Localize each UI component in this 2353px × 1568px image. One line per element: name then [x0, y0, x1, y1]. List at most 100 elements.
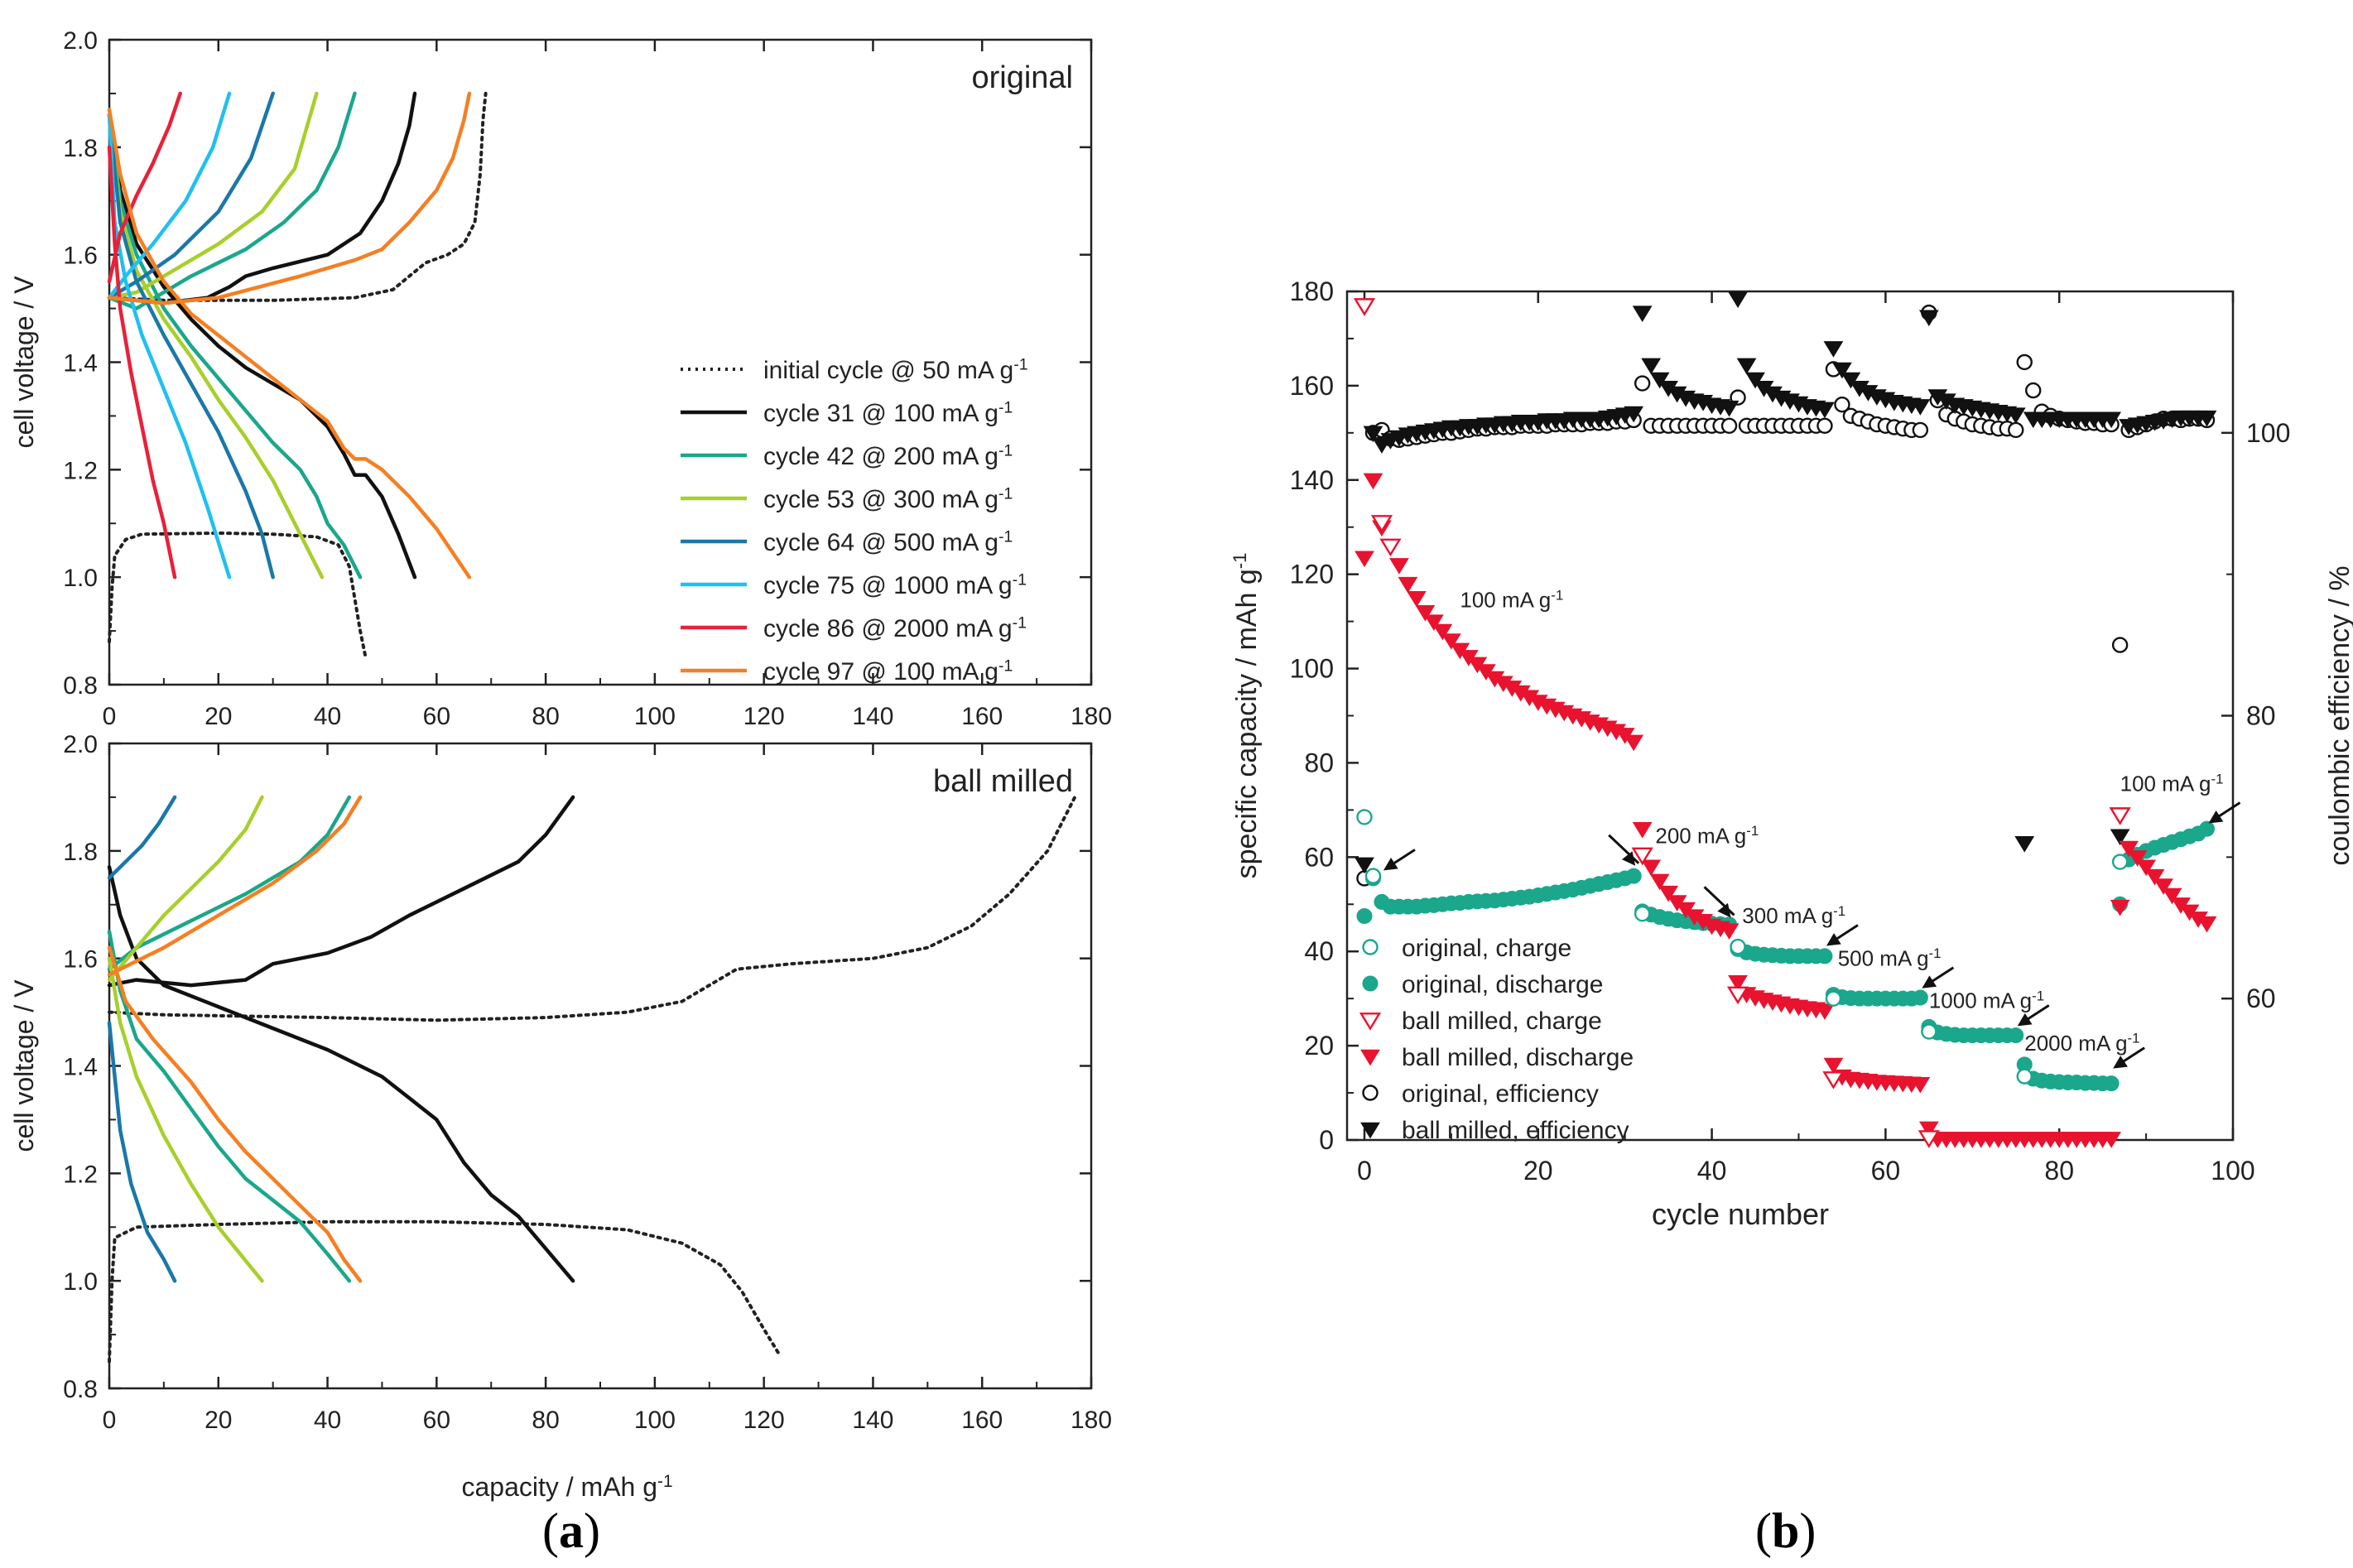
arrow-head: [2017, 1012, 2033, 1027]
x-tick-label: 60: [1871, 1156, 1901, 1186]
curve-c53-discharge: [107, 956, 264, 1283]
curve-c86-charge: [107, 91, 182, 284]
y-tick-label: 100: [1290, 654, 1334, 684]
data-point: [1730, 938, 1746, 955]
plot-frame: [108, 742, 1093, 1390]
data-point: [1728, 975, 1748, 992]
y-tick-label: 1.8: [63, 135, 98, 162]
series-ball-milled-discharge: [1355, 473, 2217, 1148]
data-point: [1370, 515, 1393, 533]
arrow: [2017, 1004, 2050, 1027]
series-original-charge: [1356, 809, 2129, 1085]
data-point: [1649, 372, 1670, 389]
data-point: [2110, 829, 2130, 846]
data-point: [1832, 362, 1852, 379]
x-tick-label: 140: [852, 1407, 893, 1434]
data-point: [1389, 558, 1409, 575]
y2-tick-label: 100: [2246, 418, 2290, 448]
legend-label-c53: cycle 53 @ 300 mA g-1: [763, 485, 1013, 514]
legend-label-c86: cycle 86 @ 2000 mA g-1: [763, 614, 1027, 643]
curve-c31-discharge: [107, 865, 575, 1283]
curve-initial-charge: [108, 795, 1077, 1022]
data-point: [2199, 820, 2216, 837]
legend-label: original, discharge: [1402, 971, 1603, 998]
data-point: [2008, 421, 2024, 439]
data-point: [1363, 473, 1383, 490]
x-tick-label: 100: [634, 703, 676, 730]
data-point: [1816, 948, 1833, 964]
legend: initial cycle @ 50 mA g-1 cycle 31 @ 100 …: [681, 356, 1028, 685]
arrow: [2208, 801, 2241, 824]
legend-marker: [1362, 975, 1379, 992]
x-tick-label: 100: [2211, 1156, 2254, 1186]
x-tick-label: 80: [532, 703, 559, 730]
legend-label-c75: cycle 75 @ 1000 mA g-1: [763, 571, 1027, 600]
arrow-head: [1826, 933, 1841, 946]
data-point: [1649, 873, 1670, 891]
y-tick-label: 1.6: [63, 243, 98, 270]
data-point: [1424, 614, 1444, 632]
legend-label: original, charge: [1402, 935, 1571, 962]
x-tick-label: 20: [1523, 1156, 1553, 1186]
x-tick-label: 140: [852, 703, 893, 730]
curve-c97-discharge: [107, 108, 472, 580]
data-point: [1910, 399, 1931, 416]
y-tick-label: 0.8: [63, 672, 98, 700]
data-point: [1624, 734, 1644, 752]
data-point: [1719, 400, 1739, 417]
data-point: [1624, 406, 1644, 423]
y-tick-label: 1.4: [63, 1054, 98, 1081]
y-tick-label: 140: [1290, 465, 1334, 495]
data-point: [1441, 633, 1461, 650]
data-point: [1432, 623, 1453, 641]
arrow: [1608, 834, 1640, 866]
data-point: [1641, 859, 1662, 877]
x-tick-label: 40: [314, 703, 341, 730]
data-point: [2016, 354, 2033, 371]
data-point: [1379, 538, 1402, 557]
curve-c75-discharge: [107, 113, 232, 580]
y-axis-label: specific capacity / mAh g-1: [1229, 553, 1263, 879]
data-point: [1815, 402, 1835, 419]
y-tick-label: 1.0: [63, 565, 98, 592]
data-point: [1822, 1071, 1845, 1089]
caption-b: (b): [1755, 1503, 1816, 1558]
x-tick-label: 180: [1071, 1407, 1112, 1434]
legend-label-c64: cycle 64 @ 500 mA g-1: [763, 528, 1013, 557]
data-point: [1912, 421, 1929, 439]
data-point: [1910, 1077, 1931, 1094]
data-point: [1415, 605, 1436, 622]
legend: original, charge original, discharge ball …: [1359, 935, 1634, 1144]
x-tick-label: 20: [205, 1407, 232, 1434]
x-tick-label: 0: [103, 703, 117, 730]
data-point: [1353, 298, 1376, 316]
y-tick-label: 180: [1290, 277, 1334, 306]
data-point: [2136, 859, 2156, 877]
data-point: [2025, 382, 2042, 399]
arrow-head: [1621, 851, 1636, 866]
data-point: [2110, 899, 2130, 916]
arrow: [1922, 966, 1955, 988]
x-tick-label: 60: [423, 703, 450, 730]
data-point: [1918, 1130, 1940, 1148]
x-tick-label: 120: [743, 1407, 785, 1434]
data-point: [2005, 407, 2026, 425]
x-tick-label: 160: [961, 703, 1003, 730]
data-point: [1720, 417, 1738, 434]
curve-initial-charge: [108, 91, 488, 302]
data-point: [1728, 291, 1748, 308]
caption-a: (a): [542, 1503, 600, 1558]
x-tick-label: 80: [532, 1407, 559, 1434]
y-tick-label: 1.0: [63, 1268, 98, 1296]
arrow-head: [2113, 1056, 2128, 1069]
legend-marker: [1362, 939, 1379, 955]
data-point: [1355, 551, 1374, 568]
rate-label: 300 mA g-1: [1742, 903, 1845, 928]
legend-label-initial: initial cycle @ 50 mA g-1: [763, 356, 1028, 385]
data-point: [2162, 887, 2182, 905]
data-point: [2119, 840, 2139, 858]
curve-initial-discharge: [108, 1219, 782, 1364]
data-point: [2008, 1027, 2024, 1044]
panel-title: ball milled: [933, 764, 1073, 799]
